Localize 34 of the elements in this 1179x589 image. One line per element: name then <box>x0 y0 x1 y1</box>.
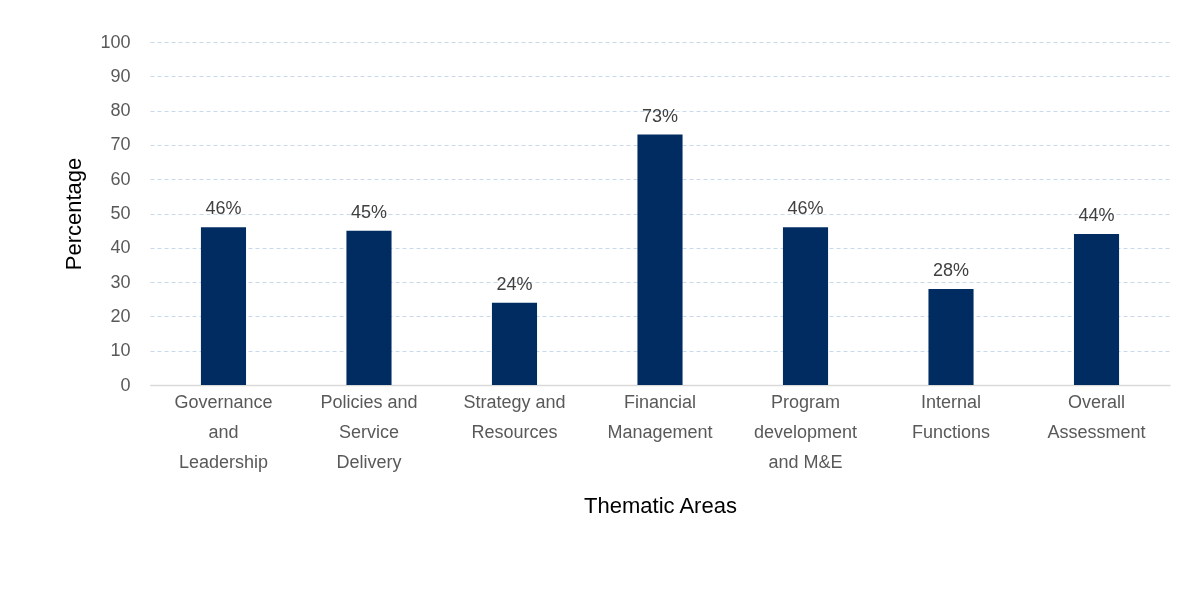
y-tick-label: 100 <box>100 31 131 52</box>
y-tick-label: 90 <box>110 65 131 86</box>
data-label: 28% <box>933 259 970 280</box>
bar <box>928 288 974 385</box>
y-tick-label: 10 <box>110 340 131 361</box>
bar <box>491 302 538 385</box>
y-tick-label: 70 <box>110 134 131 155</box>
x-tick-label: Policies and Service Delivery <box>320 391 418 472</box>
x-tick-label: Governance and Leadership <box>174 391 273 472</box>
y-tick-label: 40 <box>110 237 131 258</box>
y-tick-label: 30 <box>110 271 131 292</box>
data-label: 24% <box>496 273 533 294</box>
x-tick-label: Program development and M&E <box>753 391 858 472</box>
x-tick-label: Strategy and Resources <box>463 391 566 442</box>
data-label: 46% <box>205 198 242 219</box>
bar <box>200 227 247 385</box>
data-label: 45% <box>350 201 387 222</box>
bar <box>637 134 683 385</box>
data-label: 73% <box>641 105 679 126</box>
data-label: 46% <box>787 198 824 219</box>
x-tick-label: Overall Assessment <box>1047 391 1146 442</box>
data-label: 44% <box>1078 205 1115 226</box>
y-tick-label: 80 <box>110 100 131 121</box>
x-tick-label: Financial Management <box>607 391 713 442</box>
y-axis-title: Percentage <box>61 157 87 271</box>
bar <box>782 227 829 385</box>
y-tick-label: 0 <box>120 374 131 395</box>
x-axis-title: Thematic Areas <box>584 492 737 518</box>
y-tick-label: 60 <box>110 168 131 189</box>
y-tick-label: 20 <box>110 305 131 326</box>
bar <box>346 230 392 385</box>
x-tick-label: Internal Functions <box>911 391 991 442</box>
bar <box>1073 234 1120 385</box>
y-tick-label: 50 <box>110 203 131 223</box>
